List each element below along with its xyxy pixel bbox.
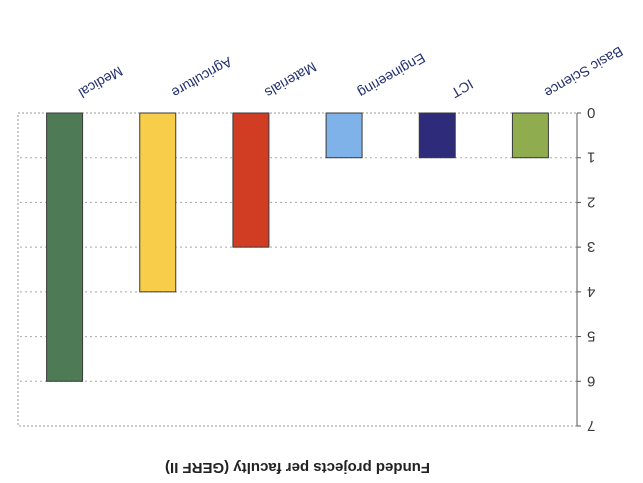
y-tick-label: 7 <box>587 417 595 434</box>
x-category-label: Engineering <box>355 50 428 101</box>
bar-materials <box>232 112 270 248</box>
x-category-label: Basic Science <box>542 43 626 101</box>
x-category-label: Agriculture <box>169 54 235 101</box>
bar-ict <box>418 112 456 159</box>
bars <box>46 112 549 382</box>
y-axis-ticks: 0 1 2 3 4 5 6 7 <box>577 104 595 434</box>
bar-agriculture <box>139 112 177 293</box>
y-tick-label: 2 <box>587 193 595 210</box>
chart-title: Funded projects per faculty (GERF II) <box>165 459 430 476</box>
x-category-label: ICT <box>448 76 476 101</box>
bar-engineering <box>325 112 363 159</box>
y-tick-label: 5 <box>587 328 595 345</box>
y-tick-label: 1 <box>587 149 595 166</box>
y-tick-label: 4 <box>587 283 595 300</box>
y-tick-label: 0 <box>587 104 595 121</box>
x-axis-labels: Basic Science ICT Engineering Materials Agri… <box>76 43 626 101</box>
bar-medical <box>46 112 84 382</box>
plot-area-frame <box>17 112 578 427</box>
y-tick-label: 3 <box>587 238 595 255</box>
x-category-label: Materials <box>262 59 319 101</box>
y-tick-label: 6 <box>587 372 595 389</box>
gridlines <box>18 157 577 382</box>
x-category-label: Medical <box>76 63 126 101</box>
bar-basic-science <box>511 112 549 159</box>
